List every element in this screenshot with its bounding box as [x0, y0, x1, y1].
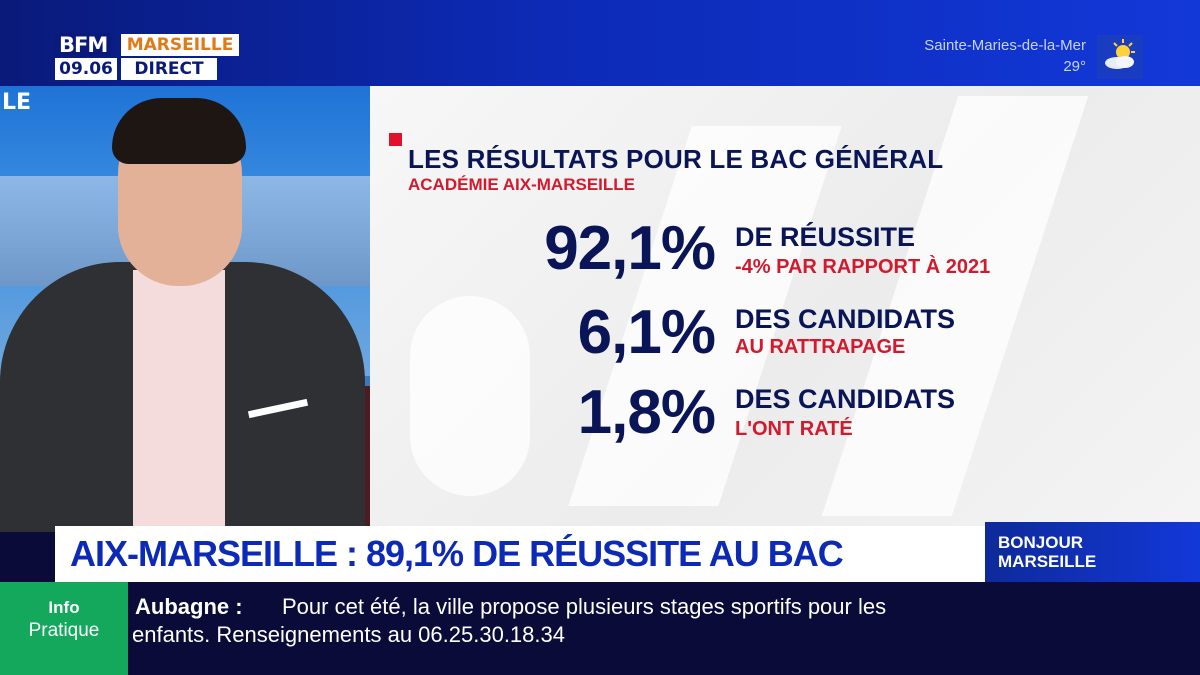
stat-value: 92,1%	[544, 214, 716, 283]
presenter-shirt	[133, 270, 225, 530]
stat-label: DES CANDIDATS	[735, 304, 956, 334]
weather-location: Sainte-Maries-de-la-Mer	[924, 37, 1086, 54]
weather-temperature: 29°	[1063, 58, 1086, 75]
stat-sublabel: -4% PAR RAPPORT À 2021	[735, 256, 991, 278]
stat-value: 1,8%	[577, 378, 716, 447]
ticker-badge-title: Info	[48, 598, 80, 617]
headline-bar	[55, 526, 985, 582]
graphic-title: LES RÉSULTATS POUR LE BAC GÉNÉRAL	[408, 144, 944, 174]
title-marker	[389, 133, 402, 146]
show-name-line2: MARSEILLE	[998, 552, 1097, 571]
channel-city: MARSEILLE	[121, 34, 239, 56]
headline-text: AIX-MARSEILLE : 89,1% DE RÉUSSITE AU BAC	[70, 533, 844, 574]
live-badge: DIRECT	[121, 58, 217, 80]
partly-sunny-icon	[1097, 35, 1143, 79]
watermark-shape	[410, 296, 530, 496]
graphic-subtitle: ACADÉMIE AIX-MARSEILLE	[408, 175, 635, 194]
graphic-panel	[370, 86, 1200, 526]
ticker-text-line1: Pour cet été, la ville propose plusieurs…	[282, 594, 887, 619]
ticker-lead: Aubagne :	[135, 594, 243, 619]
show-badge	[985, 522, 1200, 582]
ticker-badge	[0, 582, 128, 675]
show-name-line1: BONJOUR	[998, 533, 1084, 552]
stat-sublabel: AU RATTRAPAGE	[735, 336, 906, 358]
stat-sublabel: L'ONT RATÉ	[735, 418, 853, 440]
presenter-hair	[112, 98, 246, 164]
stat-label: DES CANDIDATS	[735, 384, 956, 414]
stat-value: 6,1%	[577, 298, 716, 367]
ticker-text-line2: enfants. Renseignements au 06.25.30.18.3…	[132, 622, 565, 647]
stat-label: DE RÉUSSITE	[735, 222, 916, 252]
ticker-badge-subtitle: Pratique	[28, 620, 100, 641]
studio-letters: LE	[2, 90, 32, 115]
clock: 09.06	[55, 58, 117, 80]
show-name: BONJOUR MARSEILLE	[998, 533, 1096, 571]
news-ticker	[0, 582, 1200, 675]
channel-logo: BFM	[55, 33, 112, 57]
